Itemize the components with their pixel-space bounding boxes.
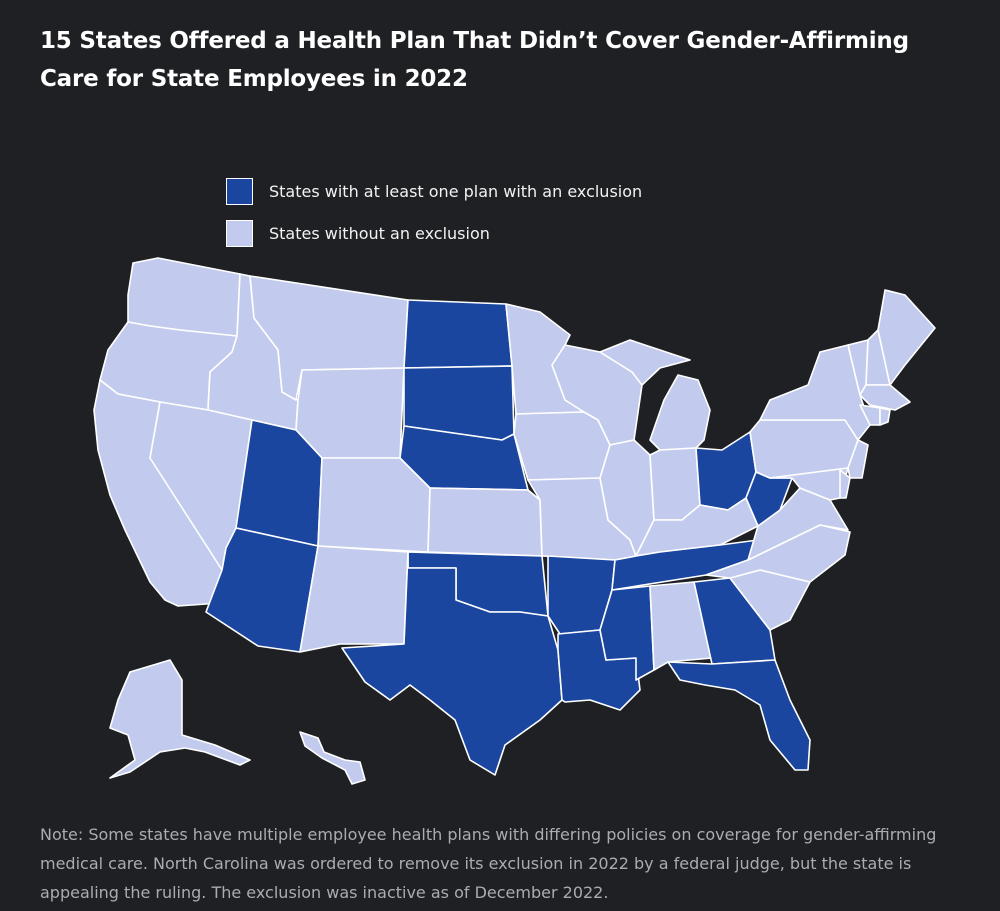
state-WY[interactable] (295, 367, 405, 459)
state-KS[interactable] (427, 487, 543, 557)
state-DE[interactable] (839, 469, 851, 499)
legend-swatch-exclusion (226, 177, 253, 205)
state-HI[interactable] (299, 731, 366, 785)
legend-swatch-no-exclusion (226, 219, 253, 247)
state-IA[interactable] (513, 411, 611, 481)
state-MA[interactable] (859, 384, 911, 411)
state-ME[interactable] (877, 289, 936, 386)
state-MI[interactable] (649, 374, 711, 451)
legend: States with at least one plan with an ex… (226, 176, 642, 260)
state-RI[interactable] (879, 407, 891, 426)
state-TX[interactable] (341, 551, 563, 776)
state-NJ[interactable] (847, 439, 869, 479)
state-AK[interactable] (109, 659, 251, 779)
legend-item-exclusion: States with at least one plan with an ex… (226, 176, 642, 206)
state-IN[interactable] (649, 447, 701, 521)
state-MI-upper[interactable] (599, 339, 691, 386)
state-AL[interactable] (649, 581, 713, 671)
footnote: Note: Some states have multiple employee… (40, 825, 937, 902)
legend-label-no-exclusion: States without an exclusion (269, 223, 490, 243)
state-ND[interactable] (403, 299, 513, 369)
state-NM[interactable] (299, 545, 409, 653)
state-GA[interactable] (693, 577, 776, 665)
legend-item-no-exclusion: States without an exclusion (226, 218, 642, 248)
state-FL[interactable] (667, 659, 811, 771)
map-title: 15 States Offered a Health Plan That Did… (40, 28, 909, 92)
legend-label-exclusion: States with at least one plan with an ex… (269, 181, 643, 201)
